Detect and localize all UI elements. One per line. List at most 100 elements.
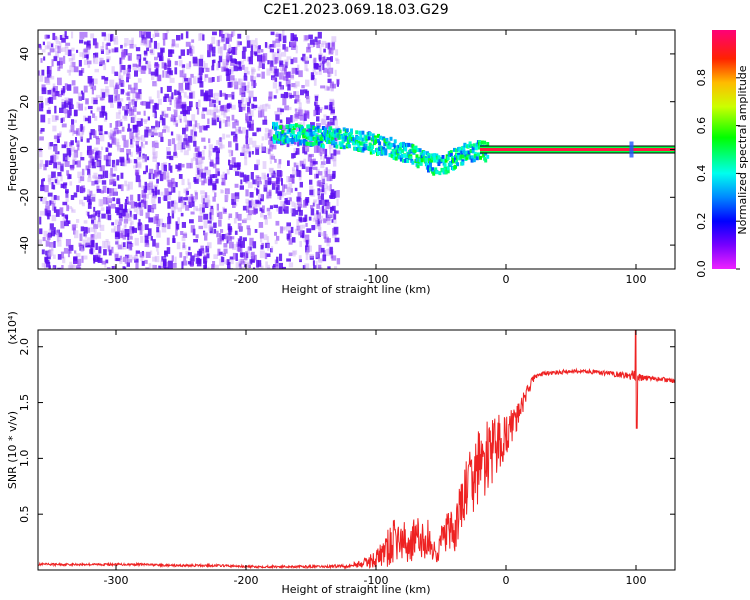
spectrogram-cell (216, 211, 220, 218)
spectrogram-cell (185, 110, 188, 114)
spectrogram-cell (159, 173, 164, 182)
spectrogram-cell (285, 225, 291, 232)
spectrogram-cell (293, 153, 296, 158)
spectrogram-cell (217, 60, 221, 68)
spectrogram-cell (243, 66, 249, 75)
spectrogram-cell (38, 239, 43, 245)
spectrogram-cell (239, 252, 243, 258)
spectrogram-cell (80, 226, 85, 232)
spectrogram-cell (304, 144, 310, 152)
spectrogram-cell (204, 168, 207, 174)
spectrogram-cell (71, 207, 74, 212)
spectrogram-cell (234, 81, 239, 90)
spectrogram-cell (148, 187, 154, 195)
spectrogram-cell (167, 179, 172, 187)
spectrogram-cell (303, 158, 307, 166)
spectrogram-cell (257, 106, 261, 113)
spectrogram-cell (169, 77, 175, 83)
spectrogram-cell (324, 127, 327, 132)
spectrogram-cell (259, 250, 265, 259)
spectrogram-cell (88, 160, 92, 168)
spectrogram-cell (40, 184, 45, 192)
spectrogram-cell (240, 152, 245, 156)
spectrogram-cell (155, 164, 159, 172)
spectrogram-cell (313, 43, 316, 47)
spectrogram-cell (74, 119, 77, 123)
spectrogram-cell (99, 111, 104, 118)
spectrogram-cell (156, 162, 159, 170)
spectrogram-cell (182, 127, 186, 135)
spectrogram-cell (475, 156, 479, 161)
spectrogram-cell (460, 150, 464, 155)
spectrogram-cell (80, 245, 83, 252)
spectrogram-cell (135, 170, 138, 176)
spectrogram-cell (247, 71, 250, 75)
spectrogram-cell (159, 56, 164, 62)
spectrogram-cell (294, 187, 298, 192)
spectrogram-cell (166, 147, 171, 152)
spectrogram-cell (143, 57, 147, 61)
spectrogram-cell (251, 67, 255, 75)
spectrogram-cell (241, 51, 246, 59)
spectrogram-cell (89, 132, 92, 140)
spectrogram-cell (301, 126, 305, 131)
spectrogram-cell (242, 127, 246, 134)
colorbar: 0.00.20.40.60.8 Normalized spectral ampl… (695, 30, 749, 278)
spectrogram-cell (137, 194, 141, 201)
spectrogram-cell (86, 40, 91, 47)
spectrogram-cell (305, 240, 309, 247)
spectrogram-cell (401, 148, 404, 153)
spectrogram-cell (183, 73, 187, 79)
spectrogram-cell (238, 259, 244, 263)
spectrogram-cell (251, 119, 254, 125)
spectrogram-cell (123, 68, 126, 76)
spectrogram-cell (201, 195, 206, 203)
spectrogram-cell (232, 157, 236, 165)
spectrogram-cell (171, 39, 176, 47)
spectrogram-cell (53, 162, 57, 169)
spectrogram-cell (130, 201, 135, 209)
spectrogram-cell (320, 161, 326, 165)
spectrogram-cell (119, 216, 123, 222)
spectrogram-cell (197, 123, 200, 129)
spectrogram-cell (378, 141, 382, 146)
spectrogram-cell (188, 182, 192, 189)
x-tick-label: -300 (104, 574, 129, 587)
spectrogram-cell (107, 152, 112, 156)
spectrogram-cell (377, 138, 380, 143)
spectrogram-cell (156, 122, 159, 130)
spectrogram-cell (248, 264, 251, 268)
spectrogram-cell (477, 145, 481, 150)
spectrogram-cell (63, 108, 69, 114)
spectrogram-cell (204, 202, 209, 208)
spectrogram-cell (130, 214, 134, 219)
spectrogram-cell (151, 125, 156, 130)
spectrogram-cell (253, 82, 257, 87)
spectrogram-cell (309, 44, 314, 48)
spectrogram-cell (201, 172, 206, 179)
spectrogram-cell (280, 93, 285, 98)
spectrogram-cell (78, 242, 82, 247)
spectrogram-cell (149, 99, 154, 104)
spectrogram-cell (326, 185, 331, 191)
spectrogram-cell (245, 176, 248, 184)
spectrogram-cell (224, 194, 228, 203)
spectrogram-cell (267, 104, 271, 109)
spectrogram-cell (59, 41, 62, 47)
spectrogram-cell (142, 200, 147, 208)
spectrogram-cell (233, 136, 238, 143)
spectrogram-cell (228, 159, 230, 166)
spectrogram-cell (61, 265, 64, 269)
spectrogram-cell (201, 137, 206, 142)
spectrogram-cell (39, 130, 43, 134)
spectrogram-cell (238, 99, 243, 104)
spectrogram-cell (108, 132, 112, 138)
spectrogram-cell (181, 142, 186, 150)
spectrogram-cell (127, 65, 132, 69)
spectrogram-cell (224, 32, 229, 39)
spectrogram-cell (250, 75, 254, 82)
spectrogram-cell (184, 78, 188, 82)
spectrogram-cell (449, 161, 453, 166)
spectrogram-cell (454, 157, 457, 162)
spectrogram-cell (261, 136, 264, 141)
